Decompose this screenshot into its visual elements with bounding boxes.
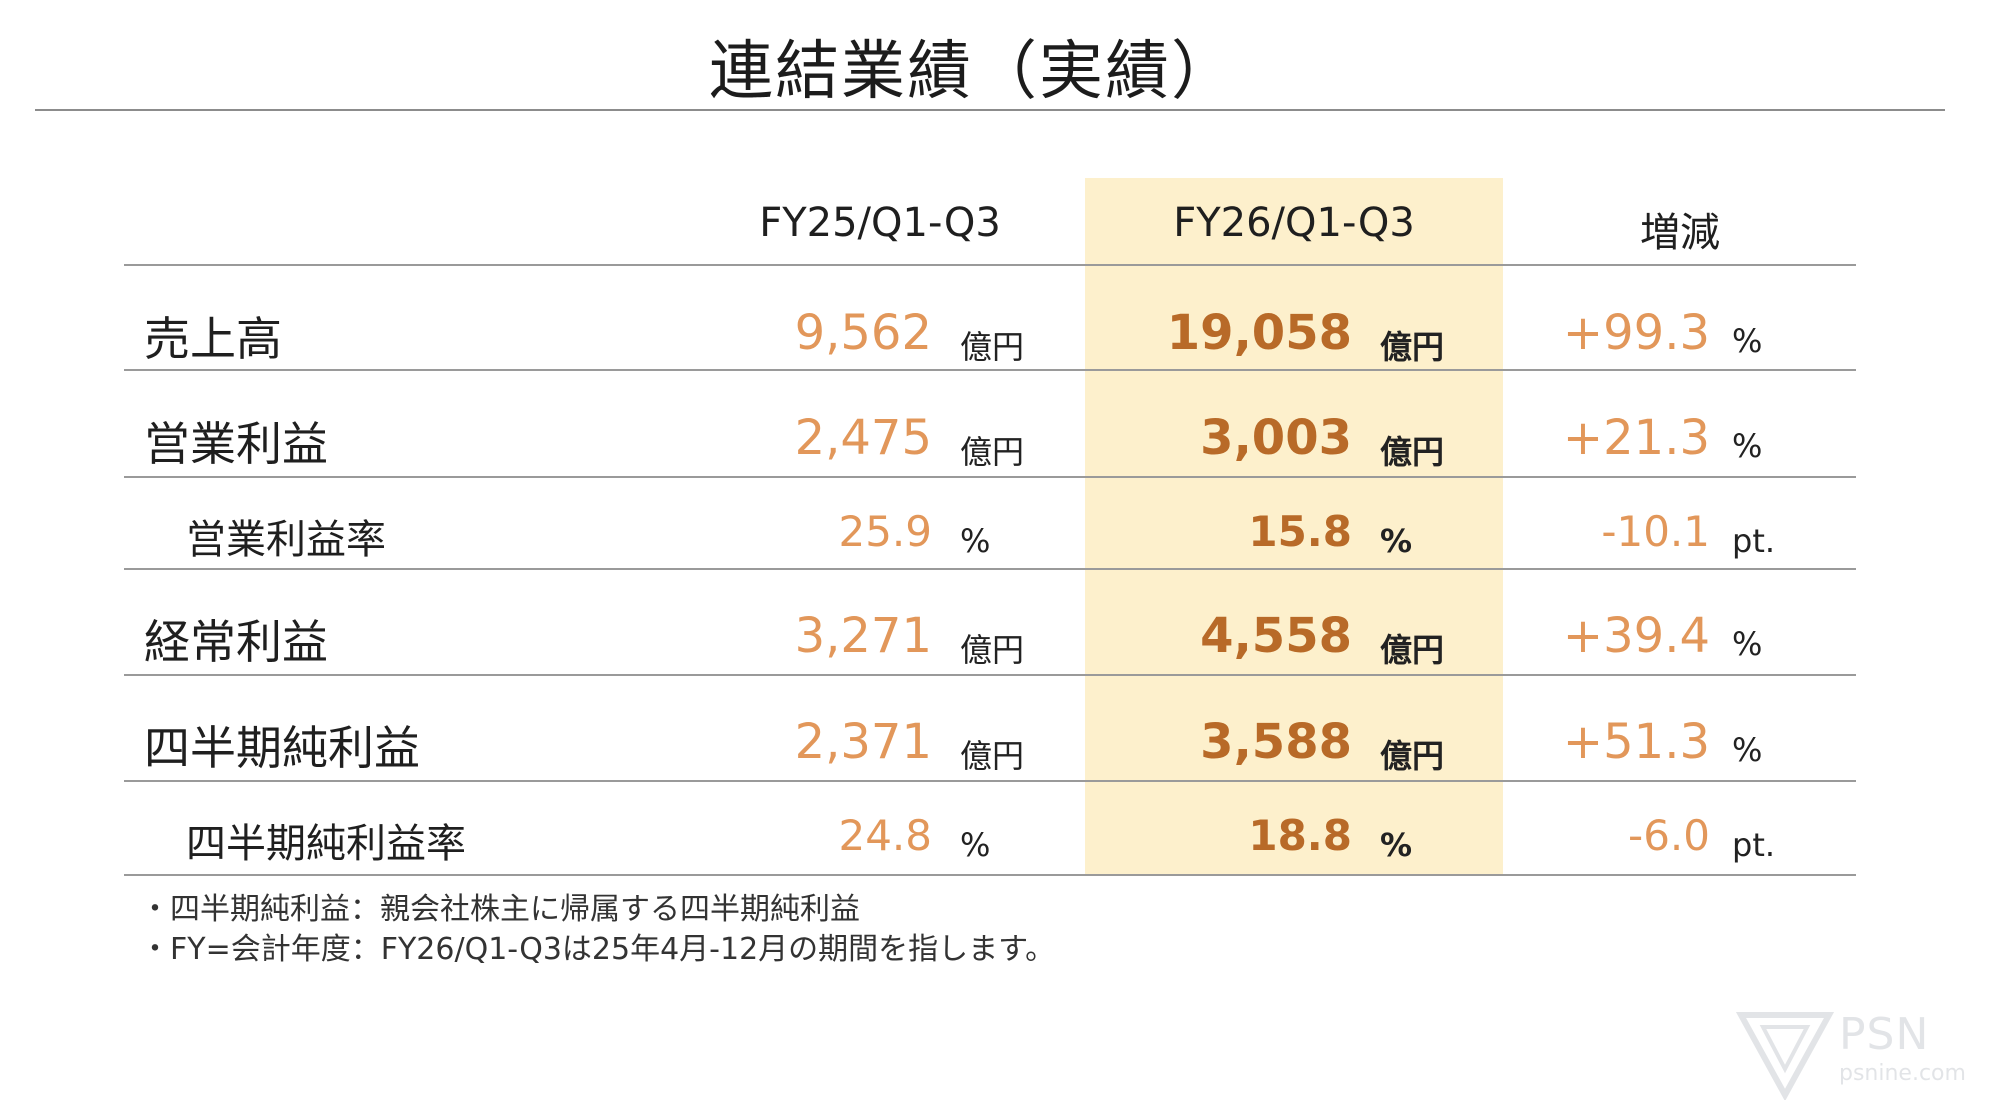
curr-value: 3,588 [1200,714,1352,770]
change-unit: % [1732,731,1763,769]
current-period-highlight [1085,178,1503,875]
row-divider [124,476,1856,478]
change-value: -10.1 [1601,507,1710,556]
prev-value: 9,562 [794,305,932,361]
prev-value: 2,371 [794,714,932,770]
psn-logo-icon [1735,1012,1835,1102]
curr-value: 15.8 [1248,507,1352,556]
curr-value: 3,003 [1200,410,1352,466]
change-unit: pt. [1732,826,1776,864]
watermark-url: psnine.com [1839,1061,1966,1086]
change-value: -6.0 [1628,811,1710,860]
title-divider [35,109,1945,111]
footnote: ・四半期純利益：親会社株主に帰属する四半期純利益 [140,892,860,927]
row-divider [124,369,1856,371]
curr-unit: % [1380,826,1413,864]
row-divider [124,780,1856,782]
prev-value: 3,271 [794,608,932,664]
table-header-rule [124,264,1856,266]
prev-unit: % [960,522,991,560]
change-value: +21.3 [1562,410,1710,466]
watermark-brand: PSN [1839,1009,1930,1060]
curr-value: 18.8 [1248,811,1352,860]
prev-unit: % [960,826,991,864]
page-title: 連結業績（実績） [709,35,1237,109]
column-header-prev: FY25/Q1-Q3 [759,200,1001,246]
row-divider [124,568,1856,570]
change-value: +39.4 [1562,608,1710,664]
prev-unit: 億円 [960,328,1025,366]
change-unit: % [1732,625,1763,663]
psn-watermark-logo: PSN psnine.com [1735,1005,1975,1102]
curr-unit: 億円 [1380,631,1445,669]
prev-value: 2,475 [794,410,932,466]
curr-unit: 億円 [1380,433,1445,471]
change-unit: % [1732,427,1763,465]
curr-value: 19,058 [1166,305,1352,361]
prev-unit: 億円 [960,737,1025,775]
row-divider [124,674,1856,676]
prev-unit: 億円 [960,631,1025,669]
change-unit: % [1732,322,1763,360]
row-label: 営業利益率 [186,517,386,563]
row-label: 四半期純利益 [144,721,420,775]
change-value: +51.3 [1562,714,1710,770]
prev-unit: 億円 [960,433,1025,471]
row-label: 経常利益 [144,615,328,669]
row-label: 四半期純利益率 [186,821,466,867]
change-unit: pt. [1732,522,1776,560]
footnote: ・FY=会計年度：FY26/Q1-Q3は25年4月-12月の期間を指します。 [140,932,1056,967]
column-header-curr: FY26/Q1-Q3 [1173,200,1415,246]
curr-unit: 億円 [1380,328,1445,366]
column-header-change: 増減 [1640,210,1720,256]
prev-value: 24.8 [838,811,932,860]
curr-unit: 億円 [1380,737,1445,775]
curr-unit: % [1380,522,1413,560]
prev-value: 25.9 [838,507,932,556]
curr-value: 4,558 [1200,608,1352,664]
change-value: +99.3 [1562,305,1710,361]
row-label: 売上高 [144,312,282,366]
row-label: 営業利益 [144,417,328,471]
table-bottom-rule [124,874,1856,876]
